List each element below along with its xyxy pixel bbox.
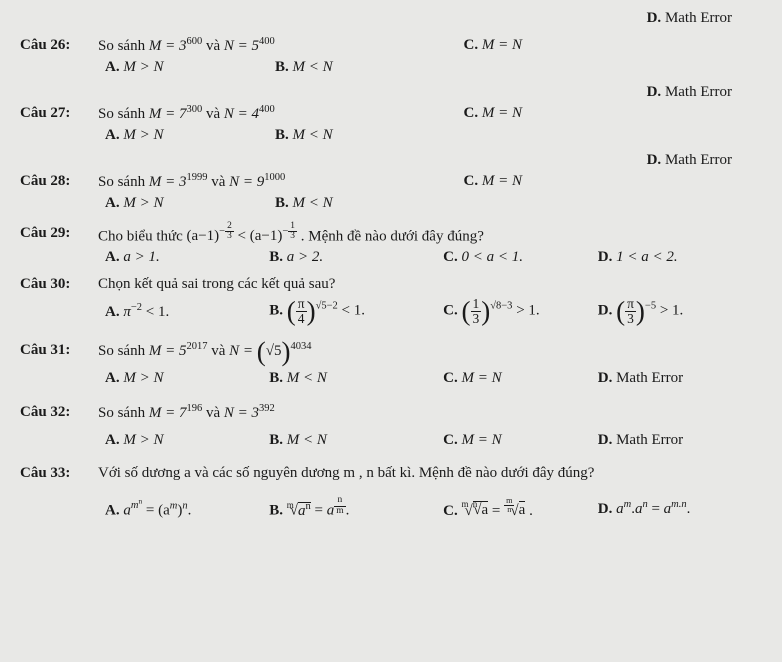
q28-c: M = N — [482, 173, 522, 189]
q30-stem: Chọn kết quả sai trong các kết quả sau? — [98, 276, 762, 293]
q31-label: Câu 31: — [20, 342, 90, 359]
q26-a: M > N — [123, 59, 163, 75]
q31-stem: So sánh M = 52017 và N = (√5)4034 — [98, 341, 762, 360]
q33-choices: A. amn = (am)n. B. m√an = anm. C. m√n√a … — [20, 494, 762, 519]
question-29: Câu 29: Cho biểu thức (a−1)−23 < (a−1)−1… — [20, 220, 762, 266]
q33-d: D. am.an = am.n. — [598, 499, 762, 518]
q32-label: Câu 32: — [20, 404, 90, 421]
question-33: Câu 33: Với số dương a và các số nguyên … — [20, 463, 762, 519]
q28-b: M < N — [293, 195, 333, 211]
q33-a: A. amn = (am)n. — [105, 497, 269, 520]
q29-d: 1 < a < 2. — [616, 249, 678, 265]
q33-label: Câu 33: — [20, 465, 90, 482]
q28-label: Câu 28: — [20, 173, 90, 190]
q32-d: Math Error — [616, 432, 683, 448]
q27-a: M > N — [123, 127, 163, 143]
q31-b: M < N — [287, 370, 327, 386]
q32-stem: So sánh M = 7196 và N = 3392 — [98, 403, 762, 422]
q27-stem: So sánh M = 7300 và N = 4400 — [98, 104, 762, 123]
q31-c: M = N — [462, 370, 502, 386]
question-27: D. Math Error Câu 27: So sánh M = 7300 v… — [20, 84, 762, 144]
q30-b: B. (π4)√5−2 < 1. — [269, 297, 443, 325]
q33-c: C. m√n√a = mn√a . — [443, 497, 598, 520]
q30-choices: A. π−2 < 1. B. (π4)√5−2 < 1. C. (13)√8−3… — [20, 295, 762, 325]
question-28: D. Math Error Câu 28: So sánh M = 31999 … — [20, 152, 762, 212]
q28-stem: So sánh M = 31999 và N = 91000 — [98, 172, 762, 191]
q31-choices: A. M > N B. M < N C. M = N D. Math Error — [20, 368, 762, 387]
q27-d: Math Error — [665, 84, 732, 100]
q29-a: a > 1. — [123, 249, 159, 265]
q30-d: D. (π3)−5 > 1. — [598, 297, 762, 325]
q28-a: M > N — [123, 195, 163, 211]
q27-b: M < N — [293, 127, 333, 143]
q29-choices: A. a > 1. B. a > 2. C. 0 < a < 1. D. 1 <… — [20, 247, 762, 266]
q30-a: A. π−2 < 1. — [105, 302, 269, 321]
q28-choices: A. M > N B. M < N — [20, 193, 762, 212]
q29-c: 0 < a < 1. — [462, 249, 524, 265]
q30-label: Câu 30: — [20, 276, 90, 293]
question-31: Câu 31: So sánh M = 52017 và N = (√5)403… — [20, 339, 762, 387]
q30-c: C. (13)√8−3 > 1. — [443, 297, 598, 325]
q26-b: M < N — [293, 59, 333, 75]
q27-label: Câu 27: — [20, 105, 90, 122]
q32-c: M = N — [462, 432, 502, 448]
q26-c: M = N — [482, 37, 522, 53]
question-30: Câu 30: Chọn kết quả sai trong các kết q… — [20, 274, 762, 325]
q29-label: Câu 29: — [20, 225, 90, 242]
q27-choices: A. M > N B. M < N — [20, 125, 762, 144]
q32-a: M > N — [123, 432, 163, 448]
q33-stem: Với số dương a và các số nguyên dương m … — [98, 465, 762, 482]
q27-c: M = N — [482, 105, 522, 121]
q29-stem: Cho biểu thức (a−1)−23 < (a−1)−13 . Mệnh… — [98, 222, 762, 245]
question-26: D. Math Error Câu 26: So sánh M = 3600 v… — [20, 10, 762, 76]
q29-b: a > 2. — [287, 249, 323, 265]
q26-d: Math Error — [665, 10, 732, 26]
q31-d: Math Error — [616, 370, 683, 386]
q26-label: Câu 26: — [20, 37, 90, 54]
q32-choices: A. M > N B. M < N C. M = N D. Math Error — [20, 430, 762, 449]
q28-d: Math Error — [665, 152, 732, 168]
q26-stem: So sánh M = 3600 và N = 5400 — [98, 36, 762, 55]
q26-choices: A. M > N B. M < N — [20, 57, 762, 76]
q32-b: M < N — [287, 432, 327, 448]
q26-d-letter: D. — [647, 10, 662, 26]
question-32: Câu 32: So sánh M = 7196 và N = 3392 A. … — [20, 401, 762, 449]
q31-a: M > N — [123, 370, 163, 386]
q33-b: B. m√an = anm. — [269, 496, 443, 519]
